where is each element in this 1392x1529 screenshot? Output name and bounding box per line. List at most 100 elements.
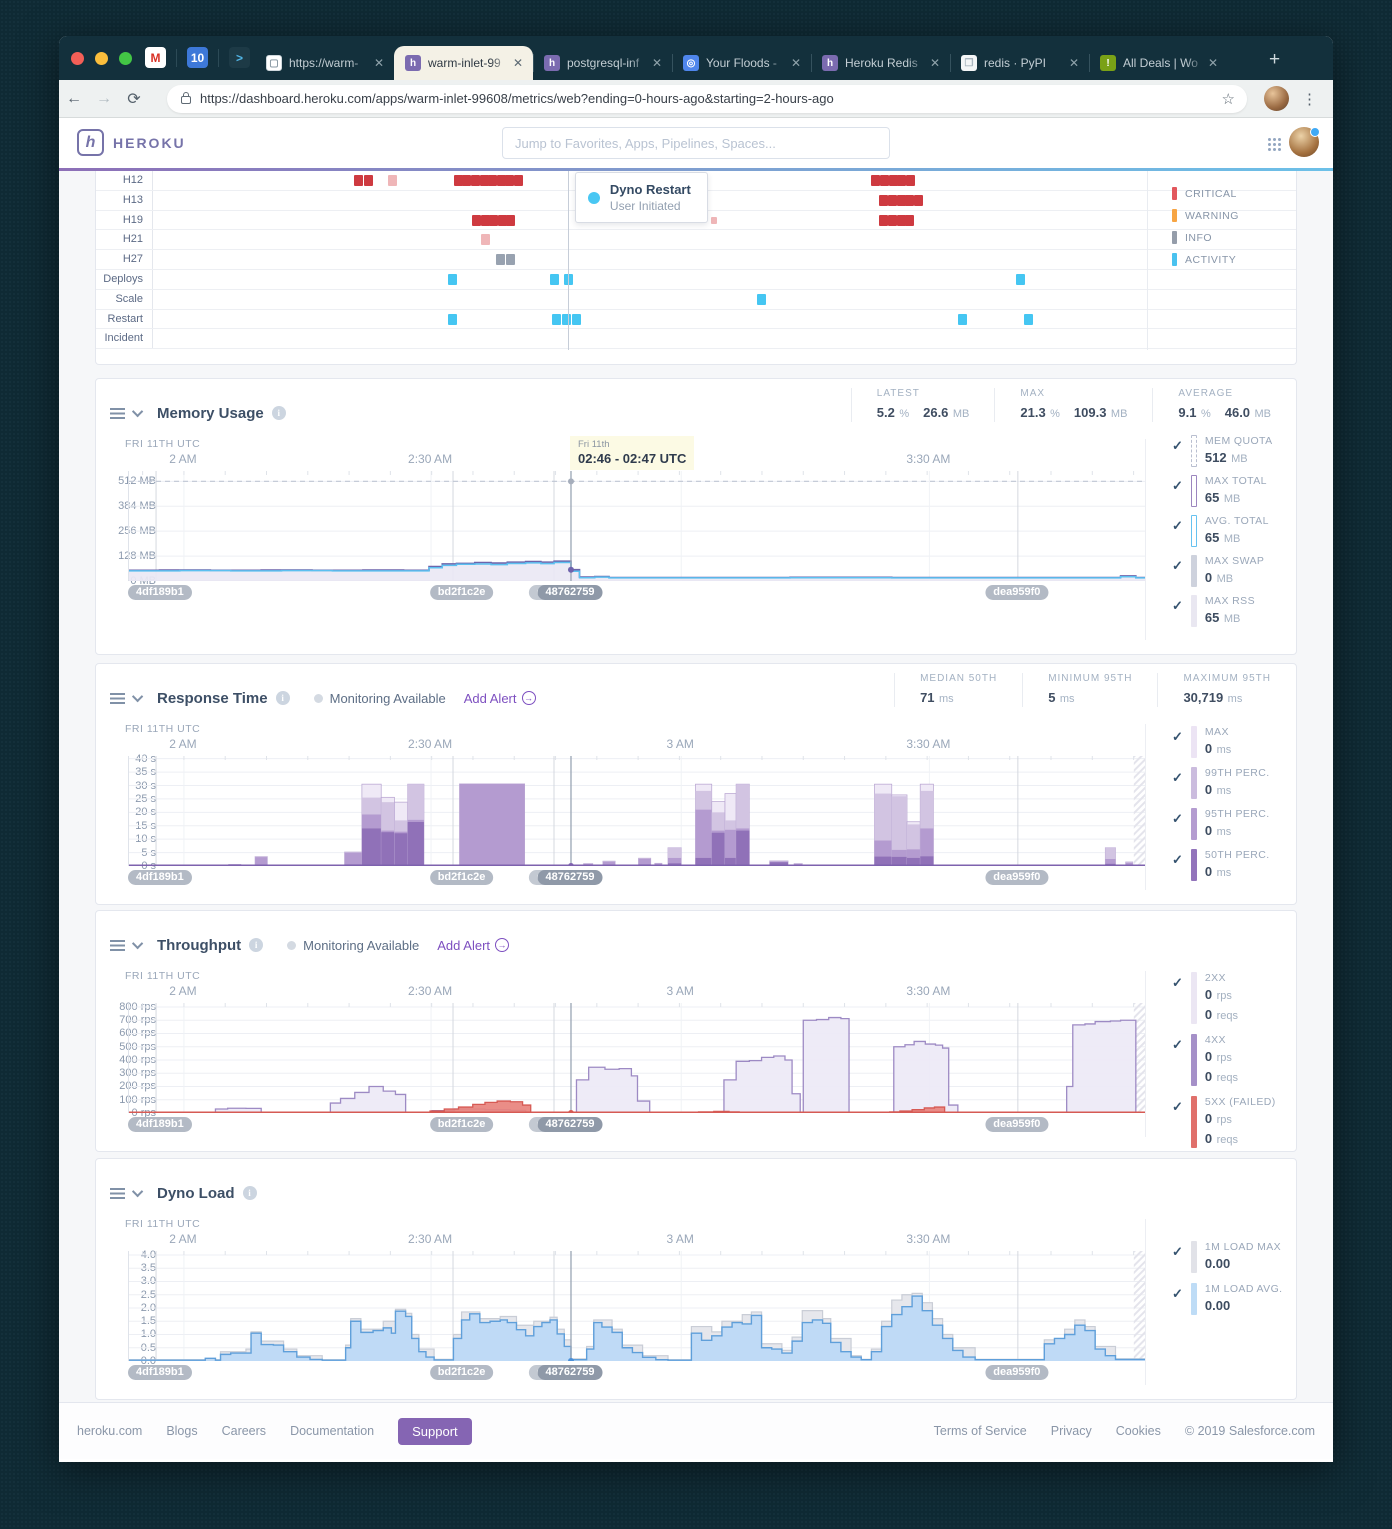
event-block[interactable] [498, 214, 507, 226]
event-block[interactable] [888, 194, 897, 206]
event-block[interactable] [905, 194, 914, 206]
events-legend-item-critical[interactable]: CRITICAL [1172, 187, 1239, 200]
browser-tab-heroku-redis[interactable]: h Heroku Redis ✕ [811, 46, 950, 80]
url-text[interactable]: https://dashboard.heroku.com/apps/warm-i… [200, 91, 834, 106]
deploy-badge[interactable]: dea959f0 [985, 1365, 1049, 1380]
memory-chart-plot[interactable] [128, 471, 1146, 581]
deploy-badge[interactable]: bd2f1c2e [429, 585, 494, 600]
drag-handle-icon[interactable] [110, 692, 125, 704]
event-block[interactable] [471, 175, 480, 186]
footer-link-cookies[interactable]: Cookies [1115, 1424, 1161, 1438]
deploy-badge[interactable]: 48762759 [537, 1365, 603, 1380]
event-block[interactable] [711, 216, 717, 224]
response-chart-plot[interactable] [128, 756, 1146, 866]
event-block[interactable] [489, 214, 498, 226]
event-lane[interactable] [152, 309, 1147, 329]
calendar-pinned-tab-icon[interactable]: 10 [187, 47, 208, 68]
footer-link-careers[interactable]: Careers [221, 1424, 267, 1438]
event-block[interactable] [889, 175, 898, 186]
new-tab-button[interactable]: + [1269, 49, 1281, 70]
event-block[interactable] [880, 175, 889, 186]
event-block[interactable] [879, 194, 888, 206]
account-avatar[interactable] [1289, 127, 1320, 157]
bookmark-star-icon[interactable]: ☆ [1221, 90, 1235, 108]
browser-tab-your-floods-[interactable]: ◎ Your Floods - ✕ [672, 46, 811, 80]
deploy-badge[interactable]: 4df189b1 [128, 585, 192, 600]
deploy-badge[interactable]: bd2f1c2e [429, 1365, 494, 1380]
dyno-chart-plot[interactable] [128, 1251, 1146, 1361]
deploy-badge[interactable]: dea959f0 [985, 585, 1049, 600]
close-window-button[interactable] [71, 52, 84, 65]
event-block[interactable] [905, 214, 914, 226]
support-button[interactable]: Support [398, 1417, 472, 1445]
event-block[interactable] [1016, 273, 1025, 285]
event-block[interactable] [958, 313, 967, 325]
legend-item-avg-total[interactable]: ✓ AVG. TOTAL 65 MB [1172, 515, 1272, 547]
event-block[interactable] [472, 214, 481, 226]
event-lane[interactable] [152, 230, 1147, 250]
tab-close-icon[interactable]: ✕ [1068, 56, 1079, 70]
footer-link-privacy[interactable]: Privacy [1050, 1424, 1092, 1438]
apps-grid-icon[interactable] [1268, 138, 1271, 141]
throughput-chart-plot[interactable] [128, 1003, 1146, 1113]
deploy-badge[interactable]: 48762759 [537, 1117, 603, 1132]
event-block[interactable] [354, 175, 363, 186]
legend-item-95th-perc-[interactable]: ✓ 95TH PERC. 0 ms [1172, 808, 1270, 840]
event-block[interactable] [480, 175, 489, 186]
footer-link-blogs[interactable]: Blogs [166, 1424, 198, 1438]
events-legend-item-warning[interactable]: WARNING [1172, 209, 1239, 222]
event-block[interactable] [562, 313, 571, 325]
info-icon[interactable]: i [275, 691, 290, 705]
forward-icon[interactable]: → [96, 89, 112, 107]
event-lane[interactable] [152, 269, 1147, 289]
info-icon[interactable]: i [271, 406, 286, 420]
event-block[interactable] [914, 194, 923, 206]
browser-profile-avatar[interactable] [1264, 86, 1289, 111]
event-lane[interactable] [152, 171, 1147, 190]
event-block[interactable] [1024, 313, 1033, 325]
minimize-window-button[interactable] [95, 52, 108, 65]
event-block[interactable] [550, 273, 559, 285]
event-block[interactable] [552, 313, 561, 325]
footer-link--2019-salesforce-com[interactable]: © 2019 Salesforce.com [1184, 1424, 1315, 1438]
legend-item-99th-perc-[interactable]: ✓ 99TH PERC. 0 ms [1172, 767, 1270, 799]
footer-link-heroku-com[interactable]: heroku.com [77, 1424, 143, 1438]
event-block[interactable] [888, 214, 897, 226]
event-block[interactable] [388, 175, 397, 186]
deploy-badge[interactable]: 4df189b1 [128, 1117, 192, 1132]
gmail-pinned-tab-icon[interactable]: M [145, 47, 166, 68]
legend-item-50th-perc-[interactable]: ✓ 50TH PERC. 0 ms [1172, 849, 1270, 881]
footer-link-documentation[interactable]: Documentation [290, 1424, 375, 1438]
reload-icon[interactable]: ⟳ [127, 90, 141, 108]
event-block[interactable] [454, 175, 463, 186]
event-block[interactable] [757, 293, 766, 305]
add-alert-link[interactable]: Add Alert → [464, 691, 536, 706]
drag-handle-icon[interactable] [110, 1187, 125, 1199]
event-block[interactable] [481, 214, 490, 226]
event-block[interactable] [897, 214, 906, 226]
back-icon[interactable]: ← [66, 89, 82, 107]
tab-close-icon[interactable]: ✕ [790, 56, 801, 70]
footer-link-terms-of-service[interactable]: Terms of Service [933, 1424, 1027, 1438]
event-block[interactable] [448, 313, 457, 325]
event-block[interactable] [506, 254, 515, 266]
tab-close-icon[interactable]: ✕ [373, 56, 384, 70]
event-block[interactable] [364, 175, 373, 186]
tab-close-icon[interactable]: ✕ [929, 56, 940, 70]
event-block[interactable] [448, 273, 457, 285]
legend-item-mem-quota[interactable]: ✓ MEM QUOTA 512 MB [1172, 435, 1272, 467]
info-icon[interactable]: i [242, 1186, 257, 1200]
deploy-badge[interactable]: 4df189b1 [128, 870, 192, 885]
event-block[interactable] [879, 214, 888, 226]
event-lane[interactable] [152, 289, 1147, 309]
events-legend-item-info[interactable]: INFO [1172, 231, 1239, 244]
drag-handle-icon[interactable] [110, 407, 125, 419]
event-block[interactable] [871, 175, 880, 186]
deploy-badge[interactable]: bd2f1c2e [429, 1117, 494, 1132]
legend-item-max-swap[interactable]: ✓ MAX SWAP 0 MB [1172, 555, 1272, 587]
browser-tab-all-deals-wo[interactable]: ! All Deals | Wo ✕ [1089, 46, 1228, 80]
browser-tab-postgresql-inf[interactable]: h postgresql-inf ✕ [533, 46, 672, 80]
event-lane[interactable] [152, 250, 1147, 269]
event-block[interactable] [497, 175, 506, 186]
legend-item-1m-load-avg-[interactable]: ✓ 1M LOAD AVG. 0.00 [1172, 1283, 1282, 1315]
